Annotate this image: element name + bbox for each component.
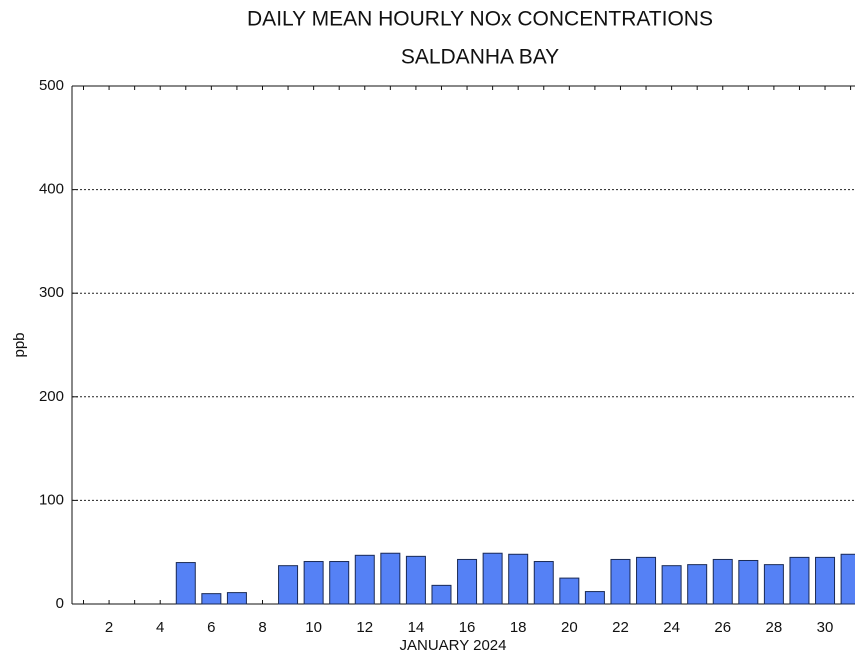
- x-tick-label: 18: [510, 619, 527, 636]
- y-tick-label: 200: [39, 388, 64, 405]
- x-tick-label: 10: [305, 619, 322, 636]
- x-tick-label: 8: [258, 619, 266, 636]
- x-tick-label: 30: [817, 619, 834, 636]
- bar: [380, 552, 401, 605]
- x-tick-label: 28: [766, 619, 783, 636]
- bar: [175, 562, 196, 605]
- bar: [789, 556, 810, 605]
- bar: [533, 561, 554, 605]
- x-tick-label: 24: [663, 619, 680, 636]
- bar: [329, 561, 350, 605]
- y-tick-label: 500: [39, 77, 64, 94]
- bar: [738, 559, 759, 605]
- y-tick-label: 100: [39, 491, 64, 508]
- x-tick-label: 16: [459, 619, 476, 636]
- bar: [457, 558, 478, 605]
- y-axis-label: ppb: [11, 332, 28, 357]
- bar: [815, 556, 836, 605]
- x-tick-label: 4: [156, 619, 164, 636]
- bar: [687, 564, 708, 605]
- bar: [431, 584, 452, 605]
- y-tick-label: 400: [39, 181, 64, 198]
- bar: [712, 558, 733, 605]
- bar: [610, 558, 631, 605]
- chart-subtitle: SALDANHA BAY: [401, 46, 559, 69]
- x-tick-label: 6: [207, 619, 215, 636]
- bar: [354, 554, 375, 605]
- bar: [278, 565, 299, 605]
- x-tick-label: 14: [408, 619, 425, 636]
- chart-title: DAILY MEAN HOURLY NOx CONCENTRATIONS: [247, 8, 713, 31]
- bar: [661, 565, 682, 605]
- bar: [201, 593, 222, 605]
- y-tick-label: 0: [56, 595, 64, 612]
- bar: [226, 592, 247, 605]
- x-axis-label: JANUARY 2024: [399, 637, 506, 654]
- x-tick-label: 26: [714, 619, 731, 636]
- bar: [482, 552, 503, 605]
- bar: [303, 561, 324, 605]
- bar: [840, 553, 855, 605]
- x-tick-label: 22: [612, 619, 629, 636]
- x-tick-label: 20: [561, 619, 578, 636]
- x-tick-label: 12: [356, 619, 373, 636]
- bar: [584, 591, 605, 605]
- bar: [636, 556, 657, 605]
- x-tick-label: 2: [105, 619, 113, 636]
- bar: [763, 564, 784, 605]
- y-tick-label: 300: [39, 284, 64, 301]
- bar: [405, 555, 426, 605]
- bar: [559, 577, 580, 605]
- bar: [508, 553, 529, 605]
